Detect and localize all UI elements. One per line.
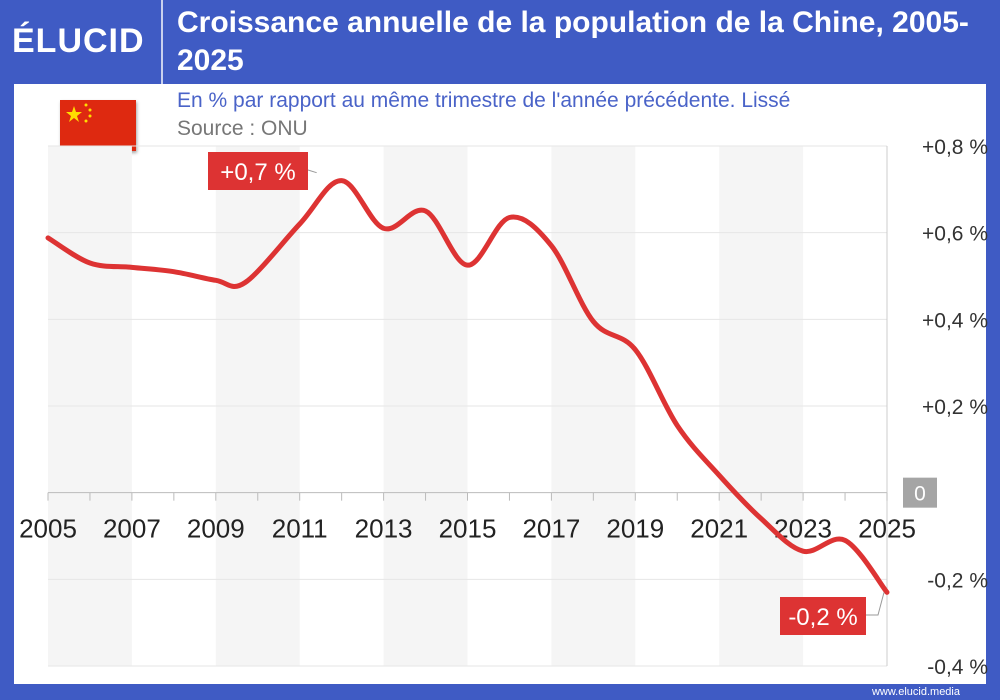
annotation-leader [865,592,885,616]
chart-panel [14,84,986,684]
annotation-leader [307,169,317,174]
annotation-label: +0,7 % [220,159,295,186]
x-tick-label: 2013 [355,514,413,544]
chart-title: Croissance annuelle de la population de … [177,6,969,77]
chart-subtitle: En % par rapport au même trimestre de l'… [177,89,791,112]
y-tick-label: +0,2 % [922,396,988,419]
chart-source: Source : ONU [177,117,308,140]
y-tick-label: 0 [914,483,926,506]
x-tick-label: 2015 [439,514,497,544]
y-tick-label: +0,4 % [922,309,988,332]
x-tick-label: 2011 [272,514,328,544]
y-tick-label: +0,6 % [922,223,988,246]
series-line [45,178,890,595]
website-url[interactable]: www.elucid.media [871,686,960,698]
annotation-label: -0,2 % [788,604,857,631]
zero-label-box [903,477,937,508]
annotation-box [208,152,308,190]
annotation-box [780,597,866,635]
x-tick-label: 2021 [690,514,748,544]
x-tick-label: 2005 [19,514,77,544]
china-flag [60,100,136,151]
x-tick-label: 2007 [103,514,161,544]
x-tick-label: 2025 [858,514,916,544]
x-tick-label: 2019 [606,514,664,544]
header-divider [161,0,163,84]
x-tick-label: 2017 [522,514,580,544]
y-tick-label: -0,2 % [927,569,988,592]
elucid-logo: ÉLUCID [12,22,145,60]
y-tick-label: -0,4 % [927,656,988,679]
x-tick-label: 2009 [187,514,245,544]
y-tick-label: +0,8 % [922,136,988,159]
